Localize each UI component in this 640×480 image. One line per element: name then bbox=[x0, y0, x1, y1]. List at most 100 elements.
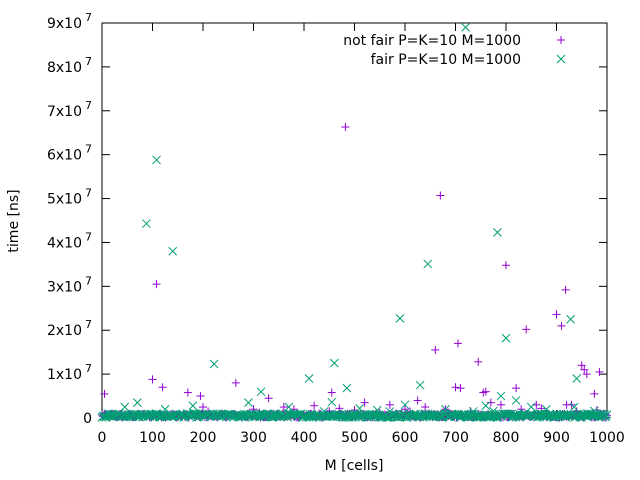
x-tick-label: 200 bbox=[190, 430, 217, 446]
y-axis: 0 1x10 7 2x10 7 3x10 7 4x10 7 5x10 7 6x10 7 7x10 7 8x10… bbox=[47, 11, 607, 427]
data-point bbox=[152, 280, 161, 289]
data-point bbox=[160, 404, 170, 414]
data-point bbox=[512, 384, 521, 393]
data-point bbox=[502, 261, 510, 270]
data-point bbox=[329, 358, 339, 368]
y-tick-label: 6x10 7 bbox=[47, 143, 92, 164]
y-axis-label: time [ns] bbox=[6, 189, 22, 252]
x-tick-label: 900 bbox=[543, 430, 570, 446]
y-tick-label: 4x10 7 bbox=[47, 230, 92, 251]
x-tick-label: 100 bbox=[139, 430, 166, 446]
data-point bbox=[423, 259, 433, 269]
data-point bbox=[489, 406, 498, 416]
data-point bbox=[335, 404, 344, 413]
data-point bbox=[557, 321, 566, 330]
data-point-baseline bbox=[602, 410, 612, 419]
data-point bbox=[421, 403, 430, 412]
data-point bbox=[577, 361, 586, 370]
data-point bbox=[319, 407, 329, 416]
plot-frame bbox=[101, 22, 608, 419]
data-point bbox=[341, 123, 350, 132]
data-point bbox=[100, 389, 109, 398]
legend-marker bbox=[557, 36, 565, 44]
data-point bbox=[132, 398, 142, 407]
y-tick-label: 0 bbox=[83, 411, 92, 427]
data-point bbox=[327, 397, 337, 407]
x-tick-label: 600 bbox=[392, 430, 419, 446]
data-point bbox=[385, 400, 394, 409]
y-tick-label: 3x10 7 bbox=[47, 274, 92, 295]
data-point bbox=[561, 285, 570, 294]
data-point bbox=[342, 383, 352, 393]
data-point-baseline bbox=[193, 409, 203, 419]
data-point bbox=[461, 23, 470, 32]
data-point bbox=[566, 314, 575, 324]
data-point bbox=[456, 384, 465, 393]
data-point bbox=[552, 310, 561, 319]
data-point bbox=[431, 345, 440, 354]
data-point-baseline bbox=[393, 412, 403, 422]
y-tick-label: 7x10 7 bbox=[47, 99, 92, 120]
data-point bbox=[327, 388, 336, 397]
data-point bbox=[441, 404, 450, 414]
data-point bbox=[310, 401, 319, 410]
data-point bbox=[454, 339, 463, 348]
data-point-baseline bbox=[480, 410, 490, 419]
data-point-baseline bbox=[185, 412, 195, 422]
data-point bbox=[468, 407, 478, 416]
data-point bbox=[256, 387, 266, 397]
data-point-baseline bbox=[403, 412, 413, 421]
data-point bbox=[231, 378, 240, 387]
x-tick-label: 700 bbox=[442, 430, 469, 446]
data-point bbox=[188, 401, 198, 411]
data-point bbox=[474, 357, 483, 366]
data-point bbox=[372, 405, 382, 415]
legend: not fair P=K=10 M=1000 fair P=K=10 M=1000 bbox=[343, 33, 566, 68]
data-point bbox=[580, 365, 589, 374]
data-point bbox=[451, 383, 460, 392]
data-point bbox=[590, 406, 599, 416]
legend-marker bbox=[556, 54, 566, 64]
data-point bbox=[569, 402, 579, 412]
data-point bbox=[436, 191, 445, 200]
data-point bbox=[279, 403, 288, 412]
data-point bbox=[542, 404, 551, 414]
data-point bbox=[244, 398, 253, 407]
data-point bbox=[152, 155, 161, 165]
data-point bbox=[493, 227, 502, 237]
data-point bbox=[522, 325, 531, 334]
y-tick-label: 8x10 7 bbox=[47, 55, 92, 76]
legend-label: fair P=K=10 M=1000 bbox=[371, 52, 521, 68]
y-tick-label: 9x10 7 bbox=[47, 11, 92, 32]
data-point bbox=[355, 403, 364, 413]
series-not-fair bbox=[98, 123, 611, 422]
data-point bbox=[496, 391, 506, 401]
data-point bbox=[199, 403, 207, 412]
data-point-baseline bbox=[382, 413, 392, 422]
data-point bbox=[590, 389, 599, 398]
series-layer bbox=[97, 23, 612, 422]
data-point bbox=[269, 409, 279, 418]
data-point bbox=[196, 392, 205, 401]
x-tick-label: 0 bbox=[98, 430, 107, 446]
data-point bbox=[168, 246, 178, 256]
data-point bbox=[600, 410, 609, 419]
data-point bbox=[582, 370, 591, 379]
x-tick-label: 1000 bbox=[589, 430, 625, 446]
data-point bbox=[158, 383, 167, 392]
data-point bbox=[385, 407, 395, 416]
series-fair bbox=[97, 23, 612, 422]
x-axis-label: M [cells] bbox=[325, 458, 384, 474]
data-point bbox=[582, 409, 592, 418]
data-point bbox=[595, 367, 604, 376]
x-tick-label: 400 bbox=[291, 430, 318, 446]
data-point bbox=[183, 388, 192, 397]
data-point bbox=[120, 402, 130, 412]
data-point-baseline bbox=[544, 410, 553, 420]
data-point bbox=[209, 359, 219, 369]
x-tick-label: 500 bbox=[341, 430, 368, 446]
y-tick-label: 2x10 7 bbox=[47, 318, 92, 339]
data-point bbox=[395, 314, 405, 323]
x-tick-label: 300 bbox=[240, 430, 267, 446]
